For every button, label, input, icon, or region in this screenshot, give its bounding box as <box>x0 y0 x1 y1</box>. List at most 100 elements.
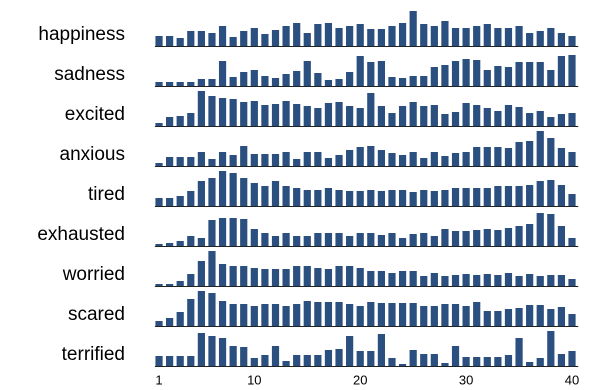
bar <box>240 219 248 246</box>
bar <box>536 111 544 126</box>
bar <box>335 102 343 126</box>
bar <box>367 29 375 46</box>
bar <box>557 56 566 86</box>
bar <box>504 228 513 246</box>
bar <box>409 152 417 166</box>
bar <box>250 28 258 46</box>
bar <box>441 229 449 246</box>
bar <box>483 274 491 286</box>
bar <box>261 304 269 326</box>
bar <box>462 306 470 326</box>
bar <box>166 117 174 126</box>
bar <box>515 308 523 326</box>
bar <box>324 158 333 166</box>
bar <box>388 303 396 326</box>
bar <box>187 191 195 206</box>
bar <box>166 284 174 286</box>
bar <box>261 233 269 246</box>
bar <box>197 181 205 206</box>
bar <box>398 238 407 246</box>
bar <box>208 251 216 286</box>
bar <box>462 231 470 246</box>
bar <box>430 67 438 86</box>
bar <box>504 148 513 166</box>
bar <box>293 236 301 246</box>
bar <box>398 23 407 46</box>
bar <box>282 26 290 46</box>
bar <box>208 96 216 126</box>
bar <box>346 236 354 246</box>
bar <box>293 71 301 86</box>
bar <box>240 31 248 46</box>
bar <box>473 188 481 206</box>
bar <box>388 273 396 286</box>
bar <box>536 31 544 46</box>
bar <box>504 67 513 86</box>
bar <box>568 194 576 206</box>
bar <box>547 28 555 46</box>
bar <box>261 34 269 46</box>
bar <box>176 241 184 246</box>
bar <box>197 291 205 326</box>
bar <box>250 70 258 86</box>
bar <box>346 150 354 166</box>
bar <box>526 224 534 246</box>
bar <box>176 356 184 366</box>
bar <box>515 338 523 366</box>
row-label: scared <box>68 304 125 325</box>
bar <box>547 275 555 286</box>
bar <box>420 190 428 206</box>
bar <box>271 104 280 126</box>
bar <box>229 37 237 46</box>
bar <box>504 28 513 46</box>
bar <box>430 105 438 126</box>
bar <box>356 191 364 206</box>
bar <box>420 158 428 166</box>
bar <box>473 302 481 326</box>
bar <box>240 102 248 126</box>
bar <box>282 101 290 126</box>
bar <box>240 304 248 326</box>
bar <box>250 154 258 166</box>
bar <box>526 362 534 366</box>
bar <box>176 312 184 326</box>
bar <box>420 233 428 246</box>
bar <box>282 152 290 166</box>
bar <box>240 347 248 366</box>
row-label: excited <box>65 104 125 125</box>
bar <box>547 117 555 126</box>
bar <box>367 302 375 326</box>
bar <box>187 274 195 286</box>
bar <box>346 106 354 126</box>
bar <box>420 354 428 366</box>
bar <box>473 275 481 286</box>
bar <box>324 302 333 326</box>
bar <box>494 230 502 246</box>
bar <box>314 108 322 126</box>
bar <box>314 73 322 86</box>
bar <box>451 112 460 126</box>
bar <box>441 114 449 126</box>
bar <box>494 357 502 366</box>
bar <box>155 123 163 126</box>
bar <box>187 299 195 326</box>
bar <box>473 26 481 46</box>
bar <box>388 113 396 126</box>
bar <box>377 271 385 286</box>
bar <box>388 26 396 46</box>
bar <box>324 188 333 206</box>
bar <box>504 309 513 326</box>
bar <box>526 113 534 126</box>
bar <box>483 24 491 46</box>
bar <box>271 304 280 326</box>
bar <box>451 275 460 286</box>
bar <box>271 346 280 366</box>
row-label: tired <box>88 184 125 205</box>
bar <box>483 188 491 206</box>
bar <box>261 154 269 166</box>
bar <box>462 59 470 86</box>
bar <box>483 147 491 166</box>
bar <box>346 26 354 46</box>
bar <box>303 355 311 366</box>
bar <box>515 186 523 206</box>
